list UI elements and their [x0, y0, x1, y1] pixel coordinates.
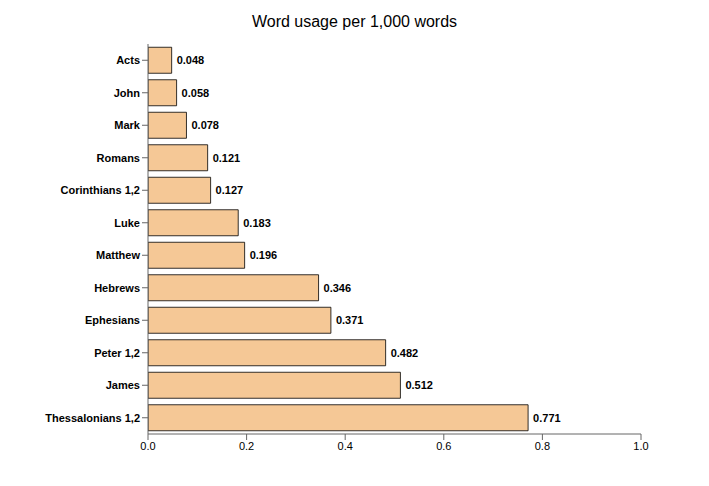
svg-text:0.196: 0.196: [250, 249, 278, 261]
svg-text:0.6: 0.6: [436, 440, 451, 452]
svg-text:Mark: Mark: [114, 119, 141, 131]
svg-text:0.048: 0.048: [177, 54, 205, 66]
svg-text:0.482: 0.482: [391, 347, 419, 359]
svg-text:John: John: [114, 87, 141, 99]
svg-text:0.0: 0.0: [140, 440, 155, 452]
svg-text:Luke: Luke: [114, 217, 140, 229]
svg-text:Corinthians 1,2: Corinthians 1,2: [61, 184, 140, 196]
svg-text:0.183: 0.183: [243, 217, 271, 229]
svg-text:Ephesians: Ephesians: [85, 314, 140, 326]
svg-text:Thessalonians 1,2: Thessalonians 1,2: [45, 412, 140, 424]
svg-text:Romans: Romans: [97, 152, 140, 164]
svg-text:0.058: 0.058: [182, 87, 210, 99]
svg-text:0.078: 0.078: [191, 119, 219, 131]
svg-text:Peter 1,2: Peter 1,2: [94, 347, 140, 359]
svg-text:0.2: 0.2: [239, 440, 254, 452]
svg-text:Acts: Acts: [116, 54, 140, 66]
svg-text:0.512: 0.512: [405, 379, 433, 391]
svg-text:0.4: 0.4: [338, 440, 353, 452]
svg-text:0.371: 0.371: [336, 314, 364, 326]
svg-text:0.121: 0.121: [213, 152, 241, 164]
svg-text:0.346: 0.346: [324, 282, 352, 294]
svg-text:0.8: 0.8: [535, 440, 550, 452]
html-text:Word usage per 1,000 words: Word usage per 1,000 words: [251, 13, 458, 30]
svg-text:James: James: [106, 379, 140, 391]
svg-text:0.127: 0.127: [216, 184, 244, 196]
svg-text:Matthew: Matthew: [96, 249, 140, 261]
svg-text:0.771: 0.771: [533, 412, 561, 424]
svg-text:1.0: 1.0: [633, 440, 648, 452]
svg-text:Hebrews: Hebrews: [94, 282, 140, 294]
